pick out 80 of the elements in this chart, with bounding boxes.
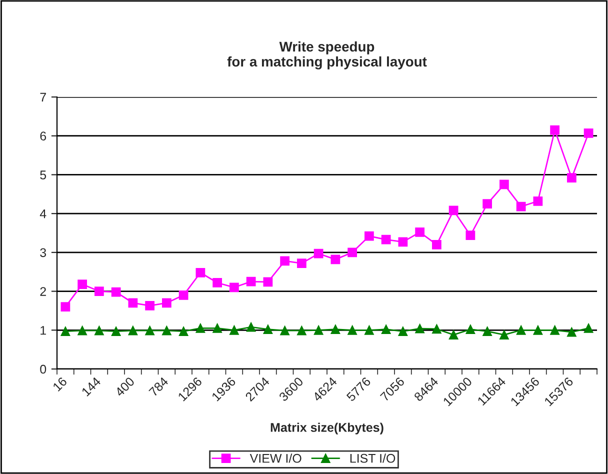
point	[111, 326, 121, 336]
point	[178, 326, 188, 336]
point	[466, 324, 476, 334]
point	[280, 256, 290, 266]
point	[230, 325, 239, 335]
point	[230, 282, 239, 292]
chart-title: Write speedup for a matching physical layout	[227, 41, 427, 70]
point	[196, 268, 206, 278]
point	[584, 128, 594, 138]
point	[246, 322, 256, 332]
y-tick-label: 1	[40, 326, 46, 335]
y-tick-label: 3	[40, 248, 46, 258]
point	[314, 325, 324, 335]
point	[567, 173, 576, 183]
point	[60, 326, 70, 336]
point	[482, 199, 492, 209]
point	[60, 302, 70, 312]
point	[448, 206, 458, 216]
point	[330, 254, 340, 264]
legend-label: VIEW I/O	[250, 454, 302, 463]
x-tick-label: 784	[148, 376, 169, 397]
point	[448, 330, 458, 340]
point	[111, 287, 121, 297]
point	[78, 326, 87, 336]
point	[500, 330, 509, 340]
y-tick-label: 6	[40, 132, 46, 141]
point	[533, 196, 543, 206]
point	[263, 277, 273, 287]
point	[550, 125, 560, 135]
point	[398, 237, 408, 247]
point	[415, 228, 424, 237]
point	[246, 276, 256, 286]
point	[516, 202, 526, 212]
point	[550, 325, 560, 335]
point	[212, 324, 222, 333]
point	[280, 326, 290, 336]
y-tick-label: 5	[40, 170, 46, 180]
point	[78, 280, 87, 289]
x-axis-title: Matrix size(Kbytes)	[270, 422, 384, 434]
y-tick-label: 4	[40, 210, 46, 218]
point	[516, 325, 526, 335]
point	[263, 324, 273, 334]
point	[178, 290, 188, 300]
point	[364, 231, 374, 241]
point	[348, 325, 357, 335]
point	[297, 258, 306, 268]
point	[398, 326, 408, 336]
point	[162, 298, 172, 308]
legend-label: LIST I/O	[350, 454, 396, 463]
point	[162, 326, 172, 336]
point	[584, 324, 594, 333]
y-tick-label: 0	[40, 364, 46, 374]
point	[94, 286, 104, 296]
point	[212, 278, 222, 288]
point	[567, 327, 576, 337]
x-tick-label: 400	[114, 376, 135, 398]
point	[500, 180, 509, 190]
x-tick-label: 144	[81, 376, 102, 396]
point	[432, 240, 442, 250]
point	[128, 298, 138, 308]
x-tick-label: 16	[52, 376, 68, 392]
point	[482, 326, 492, 336]
point	[381, 234, 391, 244]
point	[145, 326, 154, 336]
point	[381, 324, 391, 334]
point	[533, 325, 543, 335]
y-tick-label: 2	[40, 287, 46, 296]
point	[145, 300, 154, 310]
y-tick-label: 7	[40, 92, 46, 102]
point	[314, 248, 324, 258]
point	[94, 326, 104, 336]
point	[348, 248, 357, 258]
point	[415, 324, 424, 334]
point	[128, 326, 138, 336]
point	[196, 324, 206, 333]
point	[466, 230, 476, 240]
point	[297, 326, 306, 336]
point	[330, 324, 340, 334]
point	[432, 324, 442, 334]
point	[364, 325, 374, 335]
